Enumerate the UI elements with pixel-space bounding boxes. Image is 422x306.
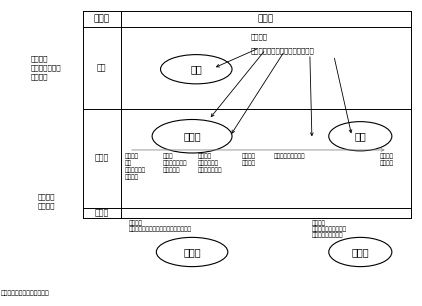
Text: ３分類: ３分類 [94,14,110,24]
Text: 糸・布、　セメント: 糸・布、 セメント [273,153,305,159]
Text: 精製油
（重油、軽油、
ガソリン）: 精製油 （重油、軽油、 ガソリン） [162,153,187,173]
Text: パソコン、トラック: パソコン、トラック [312,233,344,238]
Text: 素材: 素材 [97,63,106,72]
Text: 例えば、: 例えば、 [312,220,326,226]
Text: 例えば、: 例えば、 [129,220,143,226]
Text: 中間財: 中間財 [95,154,109,163]
Text: 鉄鉱石、原油、丸太、羊毛、土石: 鉄鉱石、原油、丸太、羊毛、土石 [251,47,315,54]
Text: 主として
工業製品: 主として 工業製品 [37,193,55,209]
Text: 資本財: 資本財 [352,247,369,257]
Text: 一次産品
（農林水産業、
　鉱業）: 一次産品 （農林水産業、 鉱業） [31,56,61,80]
Text: 資料：経済産業省にて作成。: 資料：経済産業省にて作成。 [1,290,49,296]
Text: 消費財: 消費財 [183,247,201,257]
Text: 例えば、
機械部品: 例えば、 機械部品 [379,153,393,166]
Text: 例えば、: 例えば、 [251,34,268,40]
Text: 部品: 部品 [354,131,366,141]
Text: 化学製品
（化学薬品、
プラスチック）: 化学製品 （化学薬品、 プラスチック） [197,153,222,173]
Text: ５分類: ５分類 [257,14,274,24]
Text: 例えば、
鉄鋼
（塊、鉄板、
パイプ）: 例えば、 鉄鋼 （塊、鉄板、 パイプ） [125,153,146,180]
Text: パルプ、
ベニヤ板: パルプ、 ベニヤ板 [241,153,255,166]
Text: 最終財: 最終財 [95,209,109,218]
Text: 素材: 素材 [190,64,202,74]
Text: 工作機械、建設機械、: 工作機械、建設機械、 [312,227,347,232]
Text: 食品、製薬、家具、衣服、家電、乗用車: 食品、製薬、家具、衣服、家電、乗用車 [129,227,192,232]
Text: 加工品: 加工品 [183,131,201,141]
